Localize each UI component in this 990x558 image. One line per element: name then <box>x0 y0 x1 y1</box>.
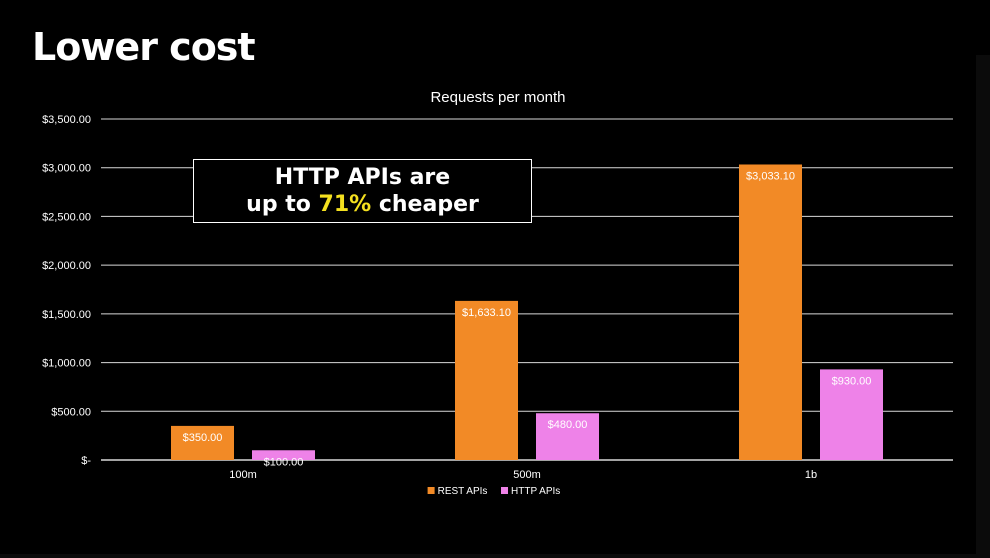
y-tick-label: $- <box>81 455 91 467</box>
y-tick-label: $1,500.00 <box>42 309 91 321</box>
data-label: $350.00 <box>183 432 223 444</box>
callout-highlight: 71% <box>318 192 372 217</box>
data-label: $930.00 <box>832 375 872 387</box>
bar-http-apis-1b <box>820 369 883 460</box>
y-tick-label: $2,500.00 <box>42 211 91 223</box>
data-label: $3,033.10 <box>746 170 795 182</box>
x-tick-label: 500m <box>513 469 541 481</box>
y-tick-label: $2,000.00 <box>42 260 91 272</box>
callout-line-1: HTTP APIs are <box>274 165 451 190</box>
bar-rest-apis-1b <box>739 164 802 461</box>
x-tick-label: 100m <box>229 469 257 481</box>
callout-line-2: up to 71% cheaper <box>194 191 531 218</box>
legend-swatch <box>427 487 435 494</box>
savings-callout: HTTP APIs are up to 71% cheaper <box>193 159 532 223</box>
bar-rest-apis-500m <box>455 300 518 460</box>
callout-suffix: cheaper <box>371 192 479 217</box>
chart-title: Requests per month <box>430 89 565 106</box>
y-tick-label: $500.00 <box>51 406 91 418</box>
y-tick-label: $1,000.00 <box>42 358 91 370</box>
bottom-shade <box>0 554 990 558</box>
bar-rest-apis-100m <box>171 425 234 460</box>
edge-shade <box>976 55 990 558</box>
legend-swatch <box>501 487 508 494</box>
y-tick-label: $3,000.00 <box>42 163 91 175</box>
x-tick-label: 1b <box>805 469 817 481</box>
slide-title: Lower cost <box>32 25 256 69</box>
callout-prefix: up to <box>246 192 319 217</box>
bar-http-apis-500m <box>536 413 599 460</box>
data-label: $100.00 <box>264 456 304 468</box>
y-tick-label: $3,500.00 <box>42 114 91 126</box>
data-label: $480.00 <box>548 419 588 431</box>
legend-label: HTTP APIs <box>511 486 560 497</box>
legend-label: REST APIs <box>438 486 488 497</box>
data-label: $1,633.10 <box>462 307 511 319</box>
bar-http-apis-100m <box>252 450 315 460</box>
